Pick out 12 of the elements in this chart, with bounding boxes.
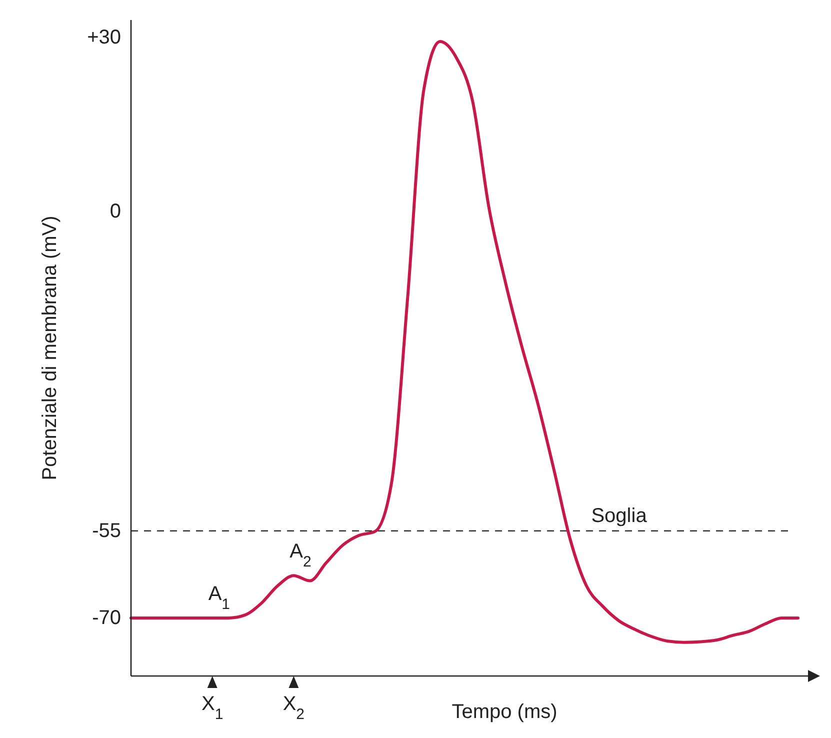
annotation: A$_{1}$ <box>208 582 230 612</box>
x-axis-title: Tempo (ms) <box>452 701 558 723</box>
x-tick-label: X$_{2}$ <box>282 693 305 722</box>
ref-line-label: Soglia <box>591 504 648 527</box>
y-tick-label: +30 <box>87 26 121 48</box>
y-tick-label: -55 <box>92 520 121 542</box>
y-tick-label: 0 <box>110 200 121 223</box>
x-tick-label: X$_{1}$ <box>202 693 224 722</box>
annotation: A$_{2}$ <box>290 540 312 570</box>
y-axis-title: Potenziale di membrana (mV) <box>39 216 61 480</box>
y-tick-label: -70 <box>92 606 121 629</box>
line-series <box>130 40 800 644</box>
